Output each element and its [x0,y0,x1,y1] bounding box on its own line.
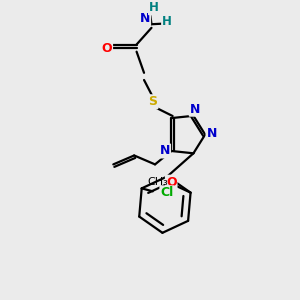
Text: H: H [149,1,159,14]
Text: N: N [206,127,217,140]
Text: Cl: Cl [160,186,174,199]
Text: CH₃: CH₃ [147,177,168,187]
Text: N: N [160,145,170,158]
Text: N: N [190,103,200,116]
Text: S: S [148,95,158,108]
Text: O: O [166,176,176,189]
Text: N: N [140,12,150,25]
Text: O: O [101,42,112,55]
Text: H: H [162,15,172,28]
